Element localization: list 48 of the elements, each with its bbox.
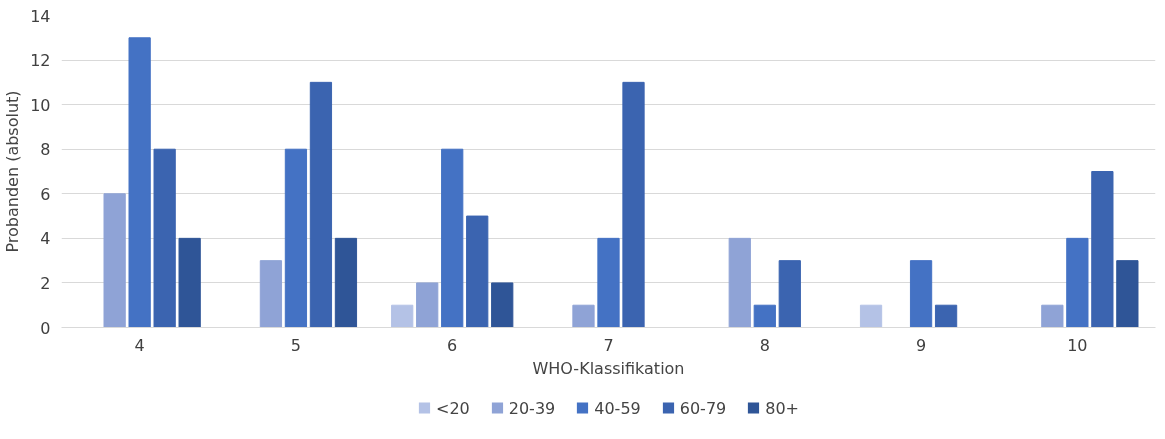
legend-label: 20-39 — [508, 398, 556, 417]
x-tick-label: 6 — [447, 335, 458, 355]
bar — [1116, 260, 1139, 328]
legend-label: 40-59 — [594, 398, 641, 417]
y-tick-label: 0 — [40, 318, 51, 338]
legend-label: 80+ — [765, 398, 800, 417]
bar — [572, 304, 595, 328]
y-tick-label: 2 — [40, 273, 51, 293]
y-tick-label: 8 — [40, 140, 51, 160]
y-tick-label: 12 — [30, 51, 51, 71]
bar — [597, 237, 620, 328]
bar — [284, 148, 308, 328]
bar — [153, 148, 176, 328]
bar — [466, 215, 489, 328]
legend-label: 60-79 — [679, 398, 727, 417]
x-tick-label: 9 — [915, 335, 927, 355]
bar — [728, 237, 751, 328]
bar — [391, 304, 414, 328]
x-tick-label: 4 — [134, 335, 145, 355]
bar — [1041, 304, 1064, 328]
bar — [622, 81, 645, 328]
bar — [334, 237, 358, 328]
bar — [859, 304, 883, 328]
bar — [909, 260, 933, 328]
bar — [309, 81, 333, 328]
x-tick-label: 7 — [603, 335, 614, 355]
y-tick-label: 10 — [30, 95, 51, 115]
bar — [441, 148, 464, 328]
x-tick-label: 10 — [1067, 335, 1088, 355]
legend-label: <20 — [435, 398, 470, 417]
y-axis-title: Probanden (absolut) — [3, 90, 23, 253]
y-tick-label: 4 — [40, 229, 51, 249]
bar — [778, 260, 801, 328]
bar — [1091, 171, 1114, 328]
bar — [178, 237, 201, 328]
bar — [753, 304, 776, 328]
bar — [416, 282, 439, 328]
x-tick-label: 5 — [290, 335, 302, 355]
bar — [259, 260, 283, 328]
bar — [128, 37, 151, 328]
bar — [491, 282, 514, 328]
bar — [1066, 237, 1089, 328]
y-tick-label: 6 — [40, 184, 51, 204]
x-tick-label: 8 — [759, 335, 770, 355]
y-tick-label: 14 — [30, 6, 51, 26]
x-axis-title: WHO-Klassifikation — [532, 358, 685, 378]
bar — [934, 304, 958, 328]
bar — [103, 193, 126, 328]
